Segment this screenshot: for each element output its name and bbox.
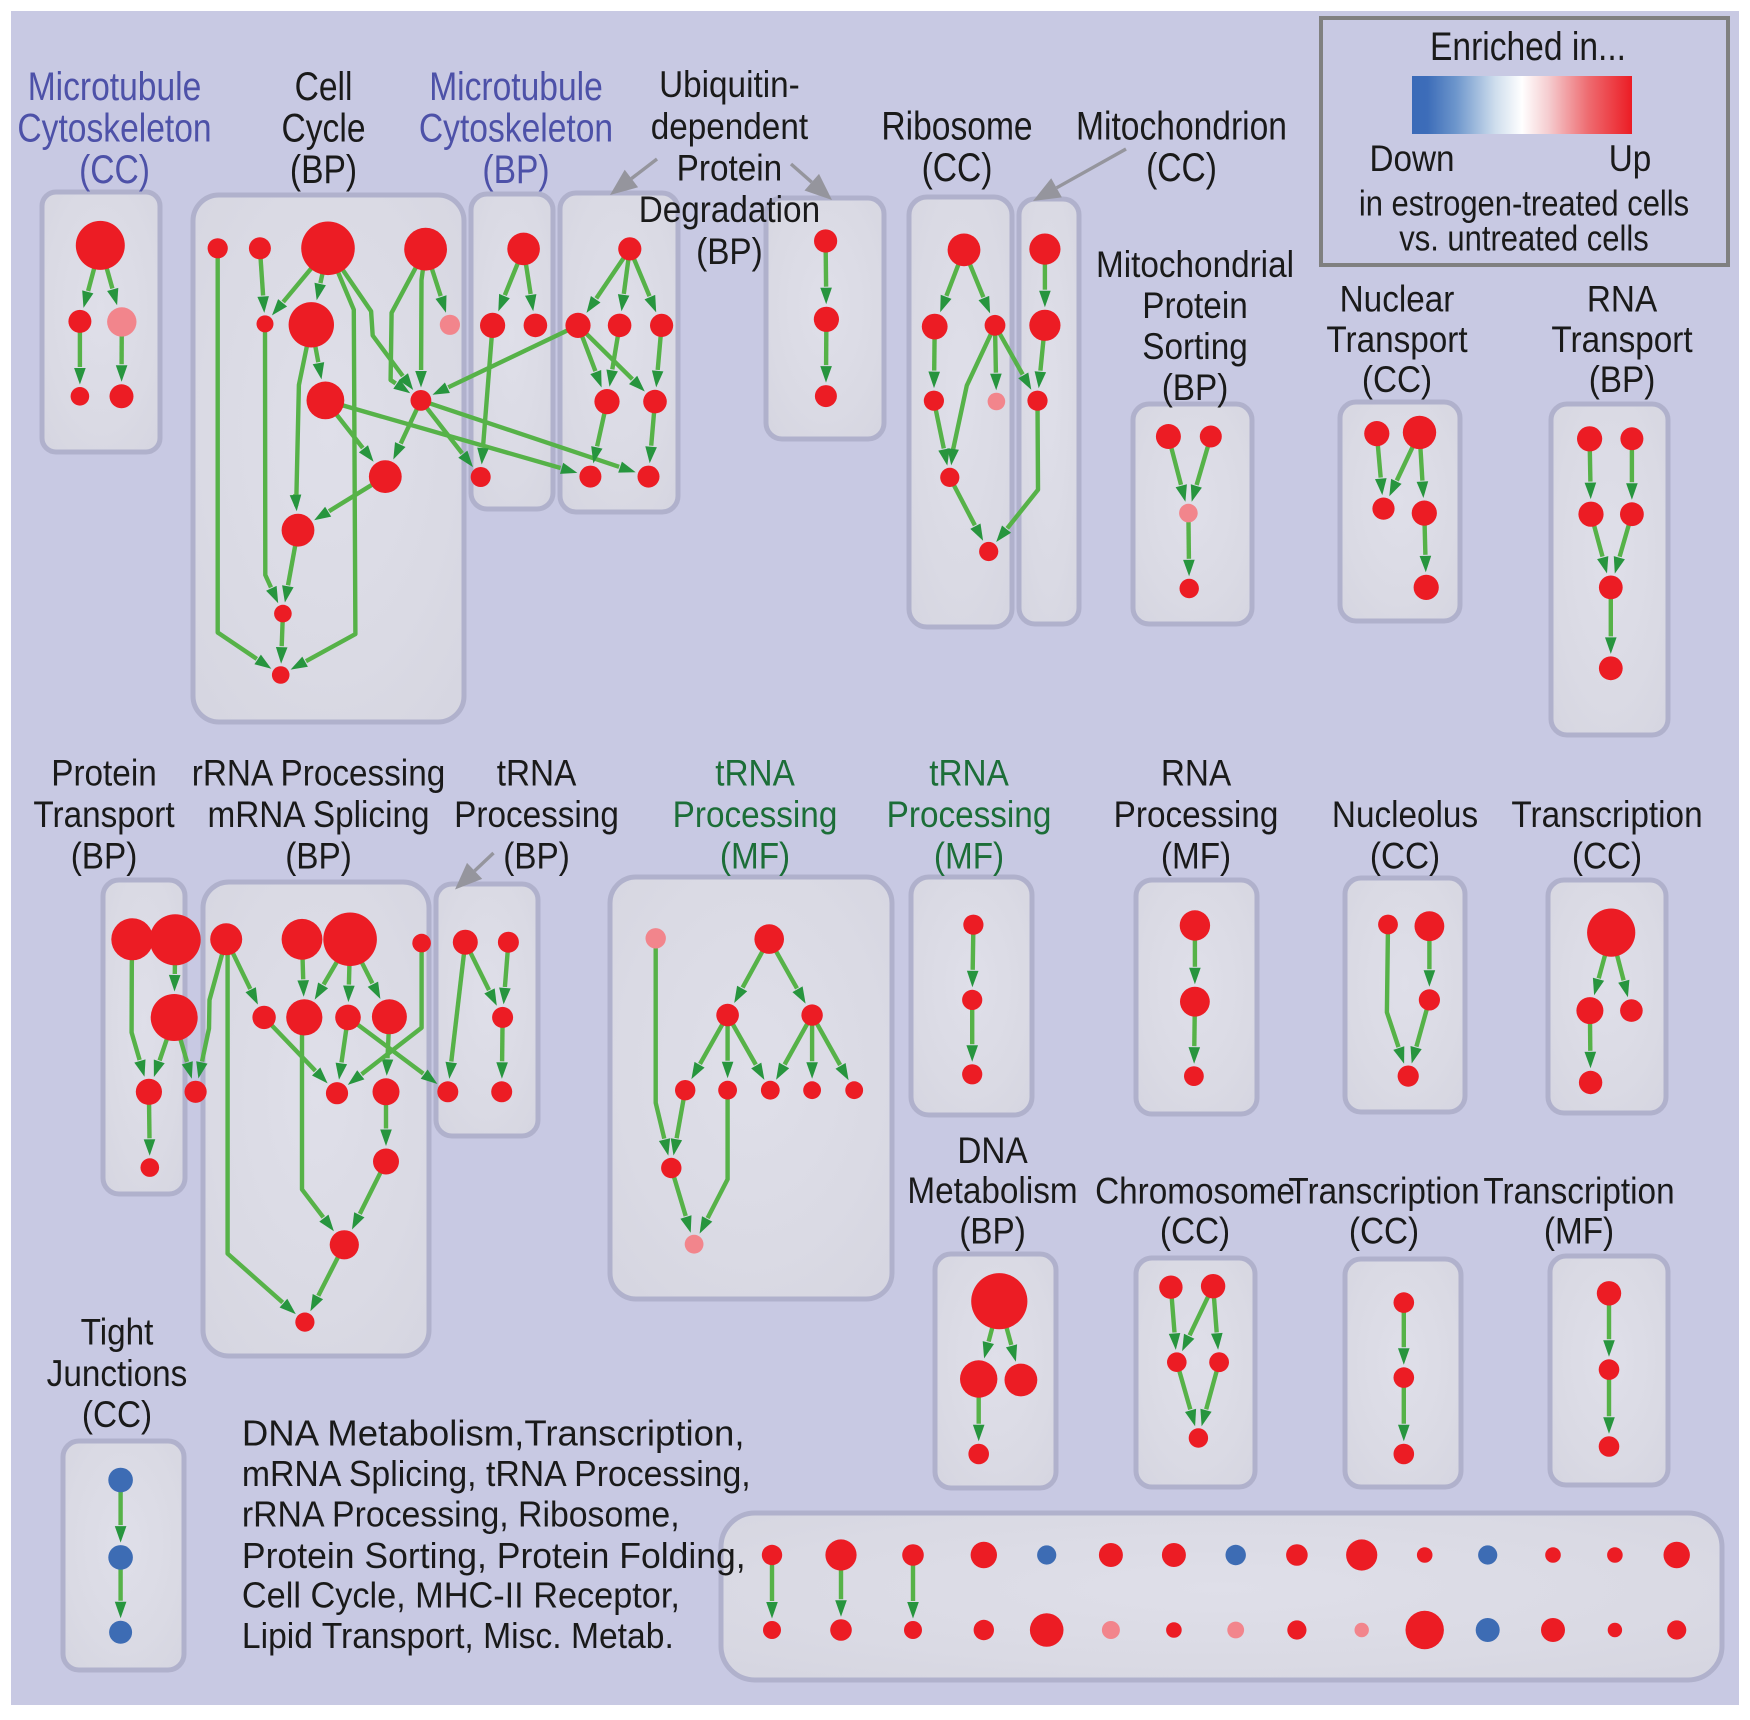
svg-text:(CC): (CC): [1370, 836, 1440, 877]
svg-text:Transport: Transport: [1326, 319, 1467, 360]
svg-text:(CC): (CC): [922, 145, 993, 189]
svg-text:DNA Metabolism,Transcription,: DNA Metabolism,Transcription,: [242, 1413, 745, 1454]
svg-text:Protein: Protein: [51, 753, 156, 794]
svg-text:RNA: RNA: [1161, 753, 1232, 794]
svg-text:Ubiquitin-: Ubiquitin-: [659, 65, 800, 106]
svg-text:Processing: Processing: [887, 795, 1052, 836]
svg-text:Protein: Protein: [677, 148, 782, 189]
svg-text:DNA: DNA: [957, 1130, 1028, 1171]
svg-text:dependent: dependent: [651, 106, 809, 147]
svg-text:(BP): (BP): [71, 836, 138, 877]
svg-text:(CC): (CC): [1146, 145, 1217, 189]
svg-text:Microtubule: Microtubule: [28, 64, 202, 108]
svg-text:vs. untreated cells: vs. untreated cells: [1399, 219, 1648, 259]
svg-text:Junctions: Junctions: [47, 1353, 188, 1394]
svg-text:RNA: RNA: [1587, 279, 1658, 320]
svg-text:(CC): (CC): [1160, 1211, 1230, 1252]
svg-text:(MF): (MF): [1544, 1211, 1614, 1252]
svg-text:Tight: Tight: [81, 1312, 154, 1353]
svg-text:(CC): (CC): [1349, 1211, 1419, 1252]
svg-text:Metabolism: Metabolism: [907, 1171, 1077, 1212]
svg-text:Nuclear: Nuclear: [1340, 279, 1455, 320]
svg-text:(MF): (MF): [934, 836, 1004, 877]
svg-text:tRNA: tRNA: [715, 753, 795, 794]
svg-text:Cell Cycle, MHC-II Receptor,: Cell Cycle, MHC-II Receptor,: [242, 1575, 680, 1616]
svg-text:Microtubule: Microtubule: [429, 64, 603, 108]
svg-text:Transcription: Transcription: [1483, 1171, 1674, 1212]
svg-text:(BP): (BP): [290, 147, 357, 191]
svg-text:Down: Down: [1369, 139, 1454, 180]
svg-text:Transcription: Transcription: [1511, 795, 1702, 836]
svg-text:Processing: Processing: [1114, 795, 1279, 836]
svg-text:Transcription: Transcription: [1288, 1171, 1479, 1212]
svg-text:Transport: Transport: [1551, 319, 1692, 360]
svg-text:(CC): (CC): [1572, 836, 1642, 877]
svg-text:(BP): (BP): [1162, 367, 1229, 408]
svg-text:(BP): (BP): [482, 147, 549, 191]
svg-text:Degradation: Degradation: [639, 190, 820, 231]
svg-text:(MF): (MF): [1161, 836, 1231, 877]
svg-text:tRNA: tRNA: [929, 753, 1009, 794]
svg-text:Chromosome: Chromosome: [1095, 1171, 1295, 1212]
svg-text:in estrogen-treated cells: in estrogen-treated cells: [1359, 184, 1689, 224]
svg-text:Nucleolus: Nucleolus: [1332, 795, 1478, 836]
svg-text:Protein Sorting, Protein Foldi: Protein Sorting, Protein Folding,: [242, 1535, 746, 1576]
svg-text:mRNA Splicing, tRNA Processing: mRNA Splicing, tRNA Processing,: [242, 1453, 751, 1494]
svg-text:(BP): (BP): [285, 836, 352, 877]
svg-text:Cytoskeleton: Cytoskeleton: [17, 106, 211, 150]
svg-text:Protein: Protein: [1142, 285, 1247, 326]
svg-text:(BP): (BP): [696, 231, 763, 272]
svg-text:tRNA: tRNA: [497, 753, 577, 794]
svg-text:(MF): (MF): [720, 836, 790, 877]
svg-text:(CC): (CC): [79, 147, 150, 191]
svg-text:rRNA Processing, Ribosome,: rRNA Processing, Ribosome,: [242, 1494, 680, 1535]
svg-text:mRNA Splicing: mRNA Splicing: [207, 795, 429, 836]
svg-text:Sorting: Sorting: [1142, 326, 1247, 367]
svg-text:(BP): (BP): [959, 1211, 1026, 1252]
svg-text:rRNA Processing: rRNA Processing: [192, 753, 445, 794]
svg-text:(CC): (CC): [82, 1395, 152, 1436]
svg-text:Mitochondrion: Mitochondrion: [1076, 104, 1287, 148]
svg-text:(CC): (CC): [1362, 360, 1432, 401]
svg-text:Processing: Processing: [673, 795, 838, 836]
svg-text:Processing: Processing: [454, 795, 619, 836]
svg-text:Ribosome: Ribosome: [881, 104, 1032, 148]
svg-text:Enriched in...: Enriched in...: [1430, 24, 1626, 68]
svg-text:Transport: Transport: [33, 795, 174, 836]
svg-text:Lipid Transport, Misc. Metab.: Lipid Transport, Misc. Metab.: [242, 1615, 674, 1656]
svg-text:Cycle: Cycle: [282, 106, 366, 150]
svg-text:Cytoskeleton: Cytoskeleton: [419, 106, 613, 150]
svg-text:(BP): (BP): [503, 836, 570, 877]
svg-text:Mitochondrial: Mitochondrial: [1096, 244, 1294, 285]
svg-text:Up: Up: [1609, 139, 1652, 180]
svg-text:Cell: Cell: [295, 64, 353, 108]
svg-text:(BP): (BP): [1589, 360, 1656, 401]
